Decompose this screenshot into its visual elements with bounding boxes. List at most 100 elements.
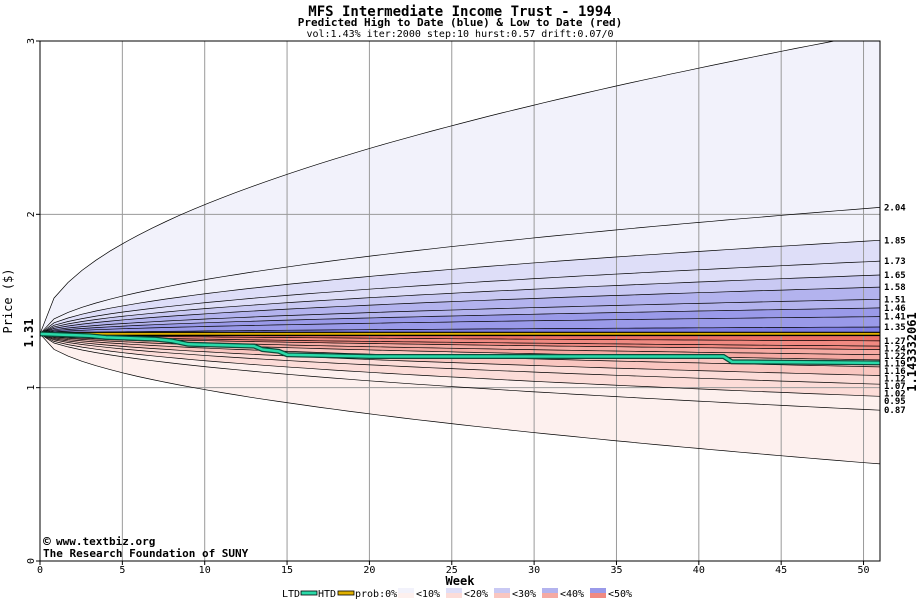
band-boundary-line [40,333,880,385]
lower-probability-band [40,333,880,397]
legend-htd-swatch [337,590,355,596]
y-axis: 0 1 2 3 [26,38,40,564]
upper-probability-band [40,307,880,334]
band-value-label: 1.02 [884,389,906,399]
x-tick-label: 40 [693,565,705,576]
credit-org: The Research Foundation of SUNY [43,547,249,560]
chart-subtitle: Predicted High to Date (blue) & Low to D… [298,16,623,29]
band-boundary-line [40,274,880,335]
band-value-label: 1.41 [884,313,906,323]
legend-swatch-red [542,593,558,598]
y-tick-label: 0 [26,558,37,564]
x-tick-label: 35 [610,565,622,576]
band-value-label: 0.95 [884,397,906,407]
lower-probability-band [40,333,880,411]
band-boundary-line [40,333,880,342]
band-value-label: 1.58 [884,283,906,293]
legend-swatch-blue [542,588,558,593]
band-boundary-line [40,333,880,376]
band-boundary-line [40,333,880,347]
band-value-label: 1.35 [884,323,906,333]
lower-probability-band [40,333,880,464]
chart-title: MFS Intermediate Income Trust - 1994 [308,4,611,20]
upper-probability-band [40,287,880,334]
x-tick-label: 20 [363,565,375,576]
legend-swatch-blue [446,588,462,593]
credit-site: www.textbiz.org [56,535,155,548]
x-tick-label: 0 [37,565,43,576]
legend-swatch-blue [494,588,510,593]
legend-swatch-red [590,593,606,598]
band-value-label: 1.16 [884,367,906,377]
upper-probability-band [40,299,880,334]
legend-ltd-swatch [300,590,318,596]
band-value-label: 1.73 [884,257,906,267]
x-tick-label: 50 [858,565,870,576]
upper-probability-band [40,240,880,334]
x-tick-label: 45 [775,565,787,576]
x-tick-label: 25 [446,565,458,576]
lower-probability-band [40,333,880,376]
y-tick-label: 1 [26,385,37,391]
lower-probability-band [40,333,880,355]
ltd-line [40,332,880,365]
current-price-label: 1.143332061 [905,312,919,391]
upper-probability-band [40,207,880,334]
band-boundary-line [40,207,880,335]
legend-item-label: <40% [560,589,584,600]
band-boundary-line [40,333,880,465]
band-boundary-line [40,286,880,335]
upper-probability-band [40,261,880,334]
band-value-label: 1.19 [884,359,906,369]
y-tick-label: 3 [26,38,37,44]
band-value-label: 0.87 [884,406,906,416]
x-axis: 0 5 10 15 20 25 30 35 40 45 50 [37,561,870,576]
x-tick-label: 10 [199,565,211,576]
band-value-label: 1.27 [884,337,906,347]
band-boundary-line [40,333,880,411]
x-tick-label: 5 [119,565,125,576]
band-value-label: 1.24 [884,344,906,354]
legend-swatch-red [446,593,462,598]
y-tick-label: 2 [26,211,37,217]
series [40,331,880,366]
band-boundary-line [40,333,880,397]
legend-swatch-red [398,593,414,598]
band-value-label: 2.04 [884,203,906,213]
band-boundary-line [40,307,880,335]
band-boundary-line [40,326,880,335]
band-boundary-line [40,41,837,335]
band-boundary-line [40,239,880,335]
band-boundary-line [40,298,880,335]
x-tick-label: 30 [528,565,540,576]
legend-swatch-red [494,593,510,598]
band-value-label: 1.46 [884,304,906,314]
legend-item-label: <30% [512,589,536,600]
upper-probability-band [40,275,880,334]
legend-item-label: <50% [608,589,632,600]
legend-swatch-blue [590,588,606,593]
band-value-label: 1.12 [884,374,906,384]
upper-probability-band [40,41,880,334]
band-value-label: 1.65 [884,271,906,281]
x-axis-label: Week [446,574,476,588]
legend-swatch-blue [398,588,414,593]
credit: © www.textbiz.org The Research Foundatio… [43,535,249,560]
x-tick-label: 15 [281,565,293,576]
band-value-label: 1.22 [884,352,906,362]
lower-probability-band [40,333,880,350]
legend-prob-label: prob:0% [355,589,397,600]
lower-probability-band [40,333,880,385]
band-value-label: 1.85 [884,236,906,246]
band-boundary-line [40,316,880,335]
plot-frame [39,40,881,562]
legend-ltd-label: LTD [282,589,300,600]
band-boundary-line [40,260,880,335]
y-axis-label: Price ($) [1,268,15,333]
lower-probability-band [40,333,880,360]
band-value-labels: 2.04 1.85 1.73 1.65 1.58 1.511.461.411.35 1.27… [884,203,906,416]
copyright-icon: © [43,535,51,550]
start-price-label: 1.31 [22,319,36,348]
upper-probability-band [40,316,880,334]
